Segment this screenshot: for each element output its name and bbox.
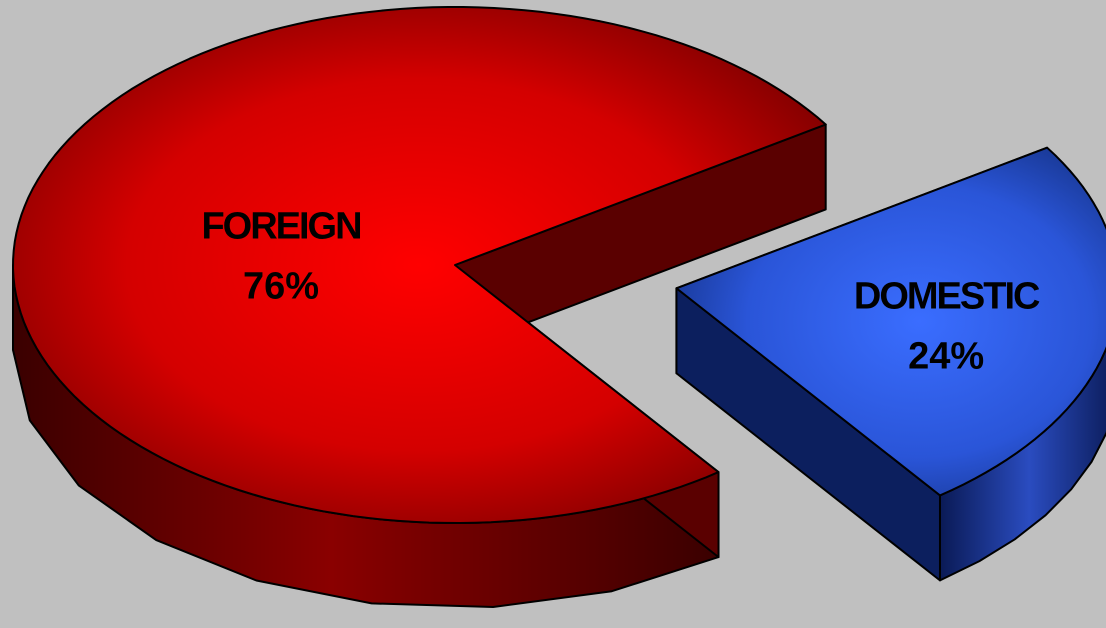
slice-value-0: 76% — [243, 266, 319, 308]
pie-slice-0 — [12, 6, 827, 608]
slice-value-1: 24% — [908, 336, 984, 378]
slice-label-0: FOREIGN — [201, 206, 360, 248]
slice-top-1 — [675, 146, 1106, 497]
slice-label-1: DOMESTIC — [854, 276, 1040, 318]
slice-top-0 — [12, 6, 827, 524]
pie-slice-1 — [675, 146, 1106, 582]
